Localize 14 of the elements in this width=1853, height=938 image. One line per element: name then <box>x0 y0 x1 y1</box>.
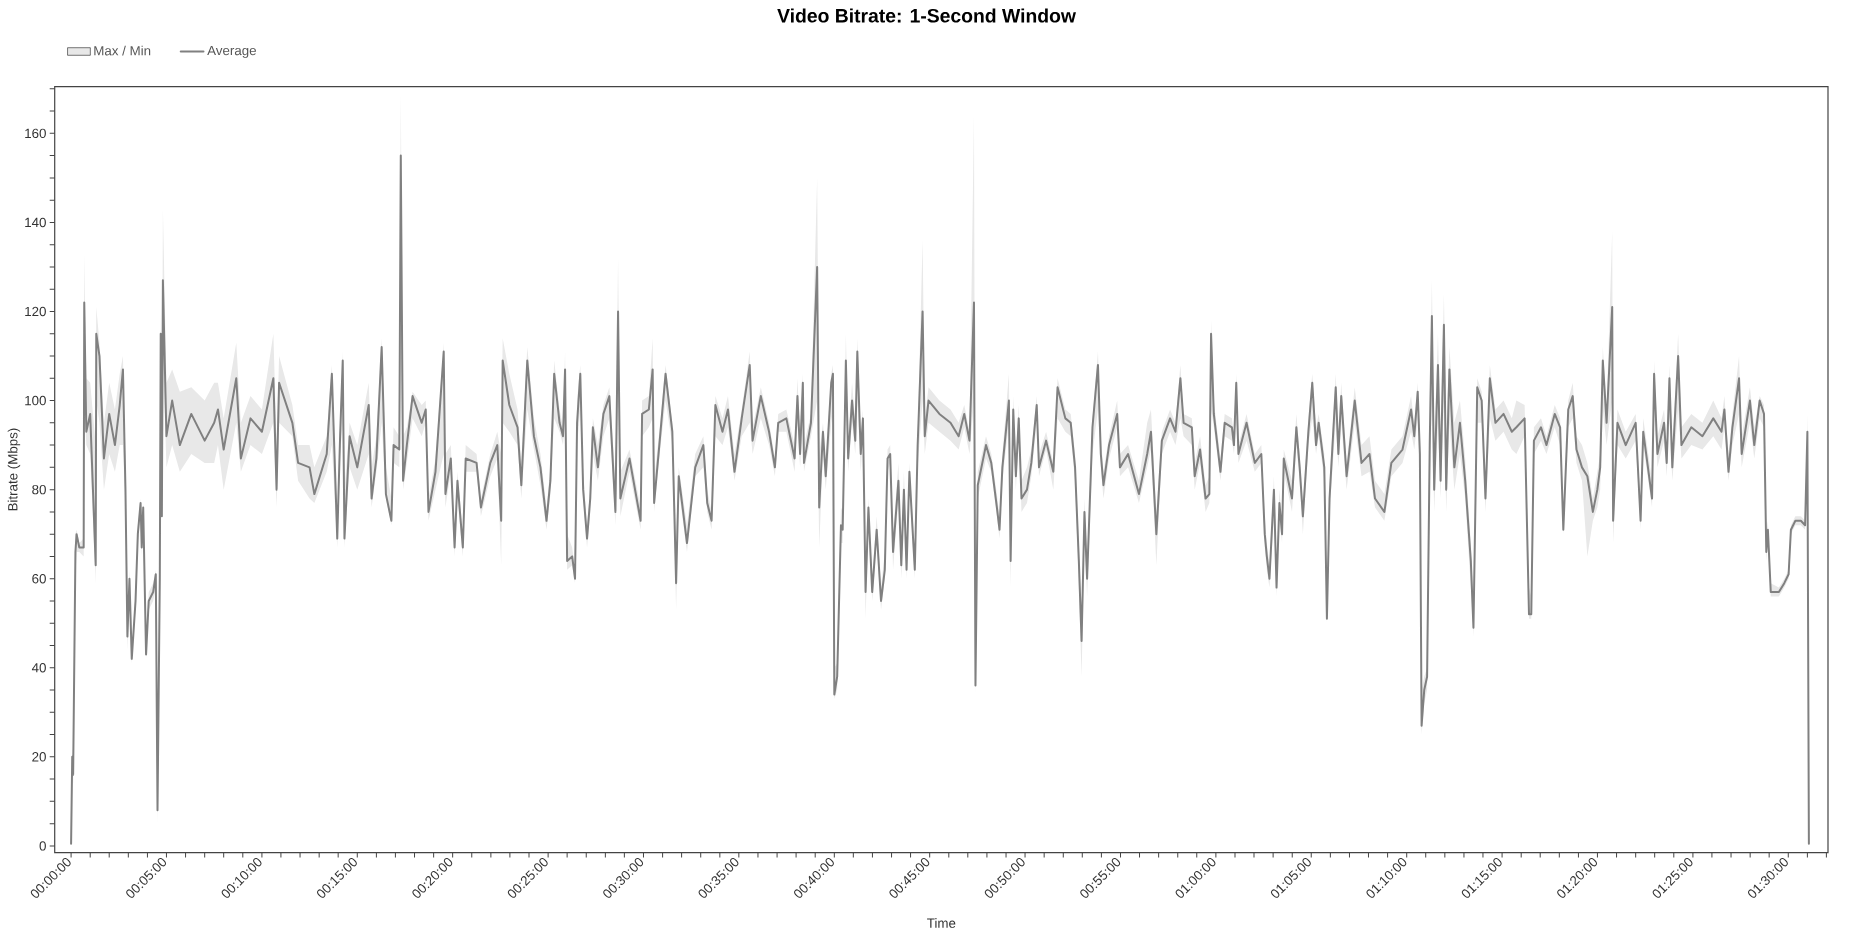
y-tick-label: 40 <box>31 663 46 673</box>
y-axis-title: Bitrate (Mbps) <box>7 428 21 511</box>
legend-label: Average <box>207 45 256 58</box>
y-tick-label: 160 <box>25 128 46 139</box>
y-tick-label: 140 <box>25 217 46 228</box>
legend-label: Max / Min <box>94 45 151 56</box>
x-axis-title: Time <box>927 918 956 928</box>
y-tick-label: 80 <box>32 484 46 495</box>
y-tick-label: 60 <box>32 573 46 584</box>
y-tick-label: 100 <box>25 395 46 406</box>
y-tick-label: 120 <box>25 306 46 317</box>
chart-title: Video Bitrate: 1-Second Window <box>777 8 1076 23</box>
y-tick-label: 0 <box>39 841 46 851</box>
y-tick-label: 20 <box>32 752 46 762</box>
